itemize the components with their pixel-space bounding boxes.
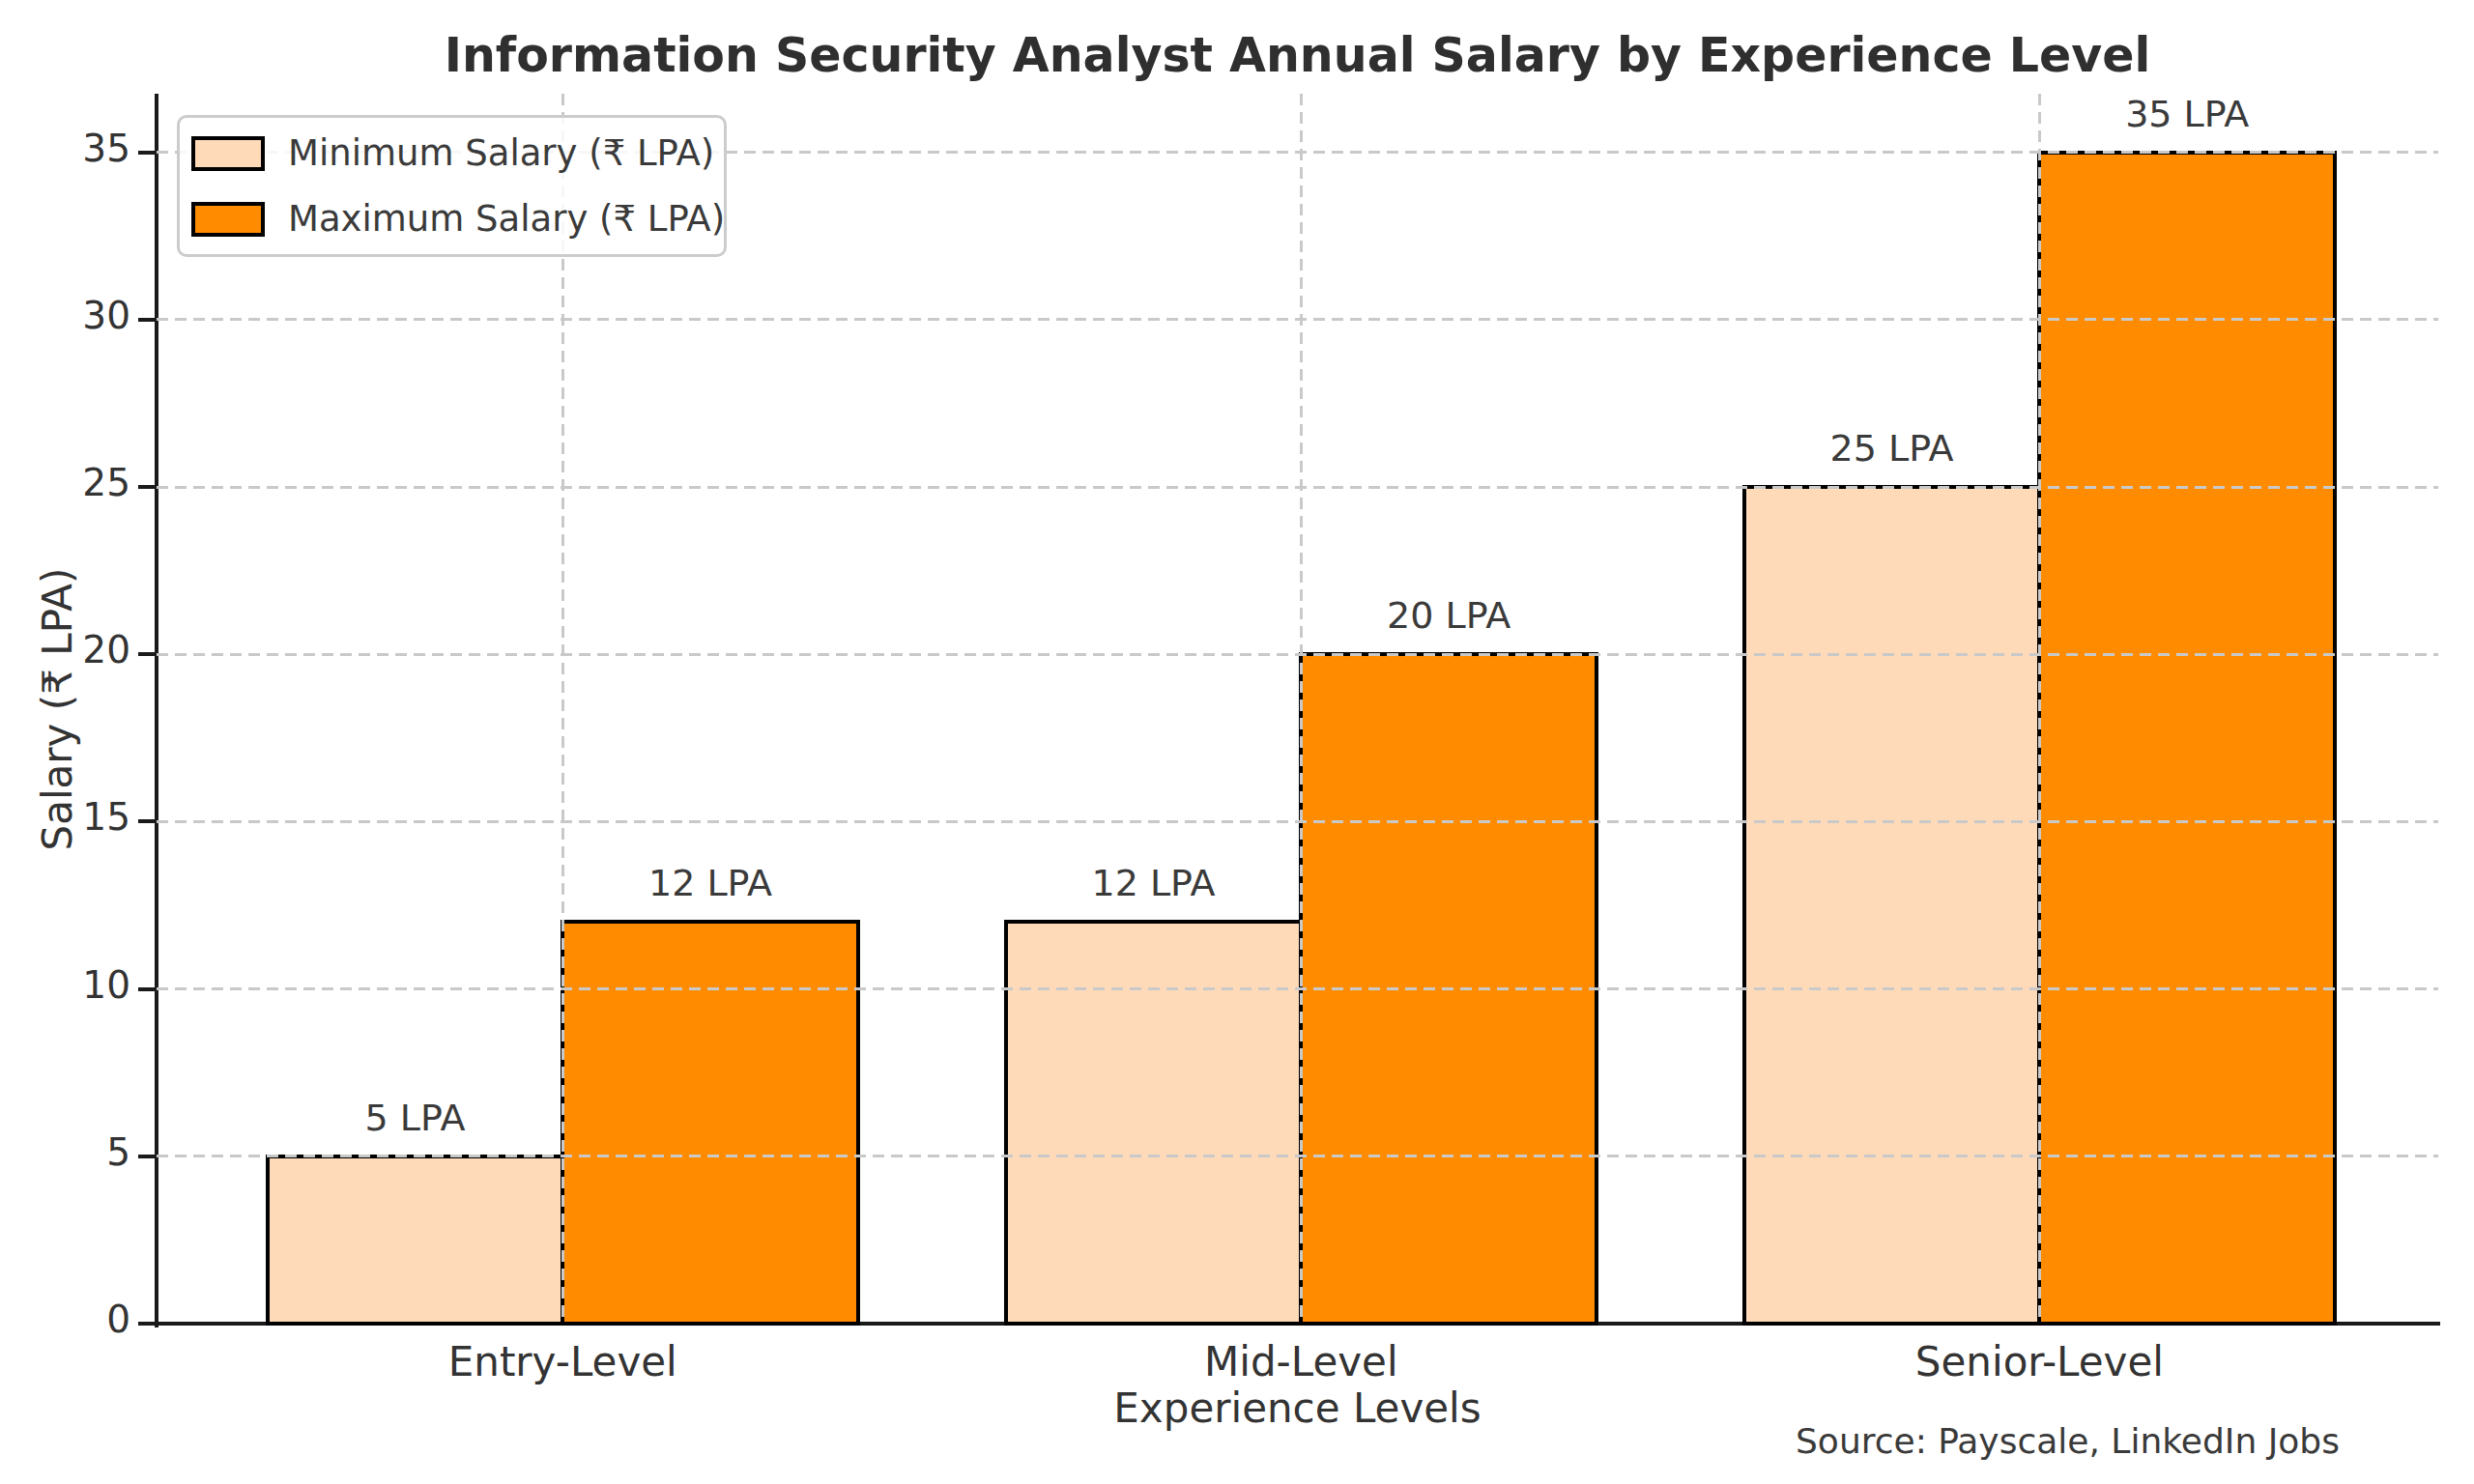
- bar-value-label: 20 LPA: [1304, 594, 1594, 637]
- min-salary-bar-mid-level: [1004, 920, 1302, 1326]
- y-tick-label: 25: [82, 461, 130, 504]
- min-salary-bar-entry-level: [266, 1155, 563, 1326]
- legend-label: Minimum Salary (₹ LPA): [288, 132, 714, 174]
- x-tick-label: Senior-Level: [1749, 1338, 2329, 1385]
- y-tick-mark: [138, 485, 155, 489]
- max-salary-bar-senior-level: [2037, 151, 2337, 1326]
- y-axis-spine: [155, 94, 158, 1327]
- legend-swatch-maximum: [191, 202, 265, 237]
- h-gridline: [157, 820, 2438, 823]
- h-gridline: [157, 1155, 2438, 1157]
- h-gridline: [157, 987, 2438, 990]
- y-tick-label: 30: [82, 294, 130, 337]
- y-tick-mark: [138, 987, 155, 991]
- bar-value-label: 5 LPA: [270, 1097, 560, 1139]
- y-tick-label: 0: [106, 1298, 130, 1341]
- legend-label: Maximum Salary (₹ LPA): [288, 198, 725, 240]
- y-tick-label: 15: [82, 795, 130, 839]
- bar-value-label: 12 LPA: [565, 862, 855, 904]
- y-axis-label: Salary (₹ LPA): [29, 323, 87, 1096]
- x-tick-label: Entry-Level: [273, 1338, 852, 1385]
- y-tick-mark: [138, 151, 155, 155]
- y-tick-label: 5: [106, 1130, 130, 1174]
- min-salary-bar-senior-level: [1742, 485, 2040, 1326]
- y-tick-label: 10: [82, 963, 130, 1007]
- h-gridline: [157, 318, 2438, 321]
- y-tick-mark: [138, 819, 155, 823]
- legend-item: Minimum Salary (₹ LPA): [191, 132, 712, 174]
- y-tick-mark: [138, 318, 155, 322]
- bar-value-label: 35 LPA: [2042, 93, 2332, 135]
- legend: Minimum Salary (₹ LPA) Maximum Salary (₹ …: [177, 115, 727, 257]
- y-tick-mark: [138, 1155, 155, 1158]
- legend-swatch-minimum: [191, 136, 265, 171]
- y-tick-mark: [138, 1322, 155, 1326]
- v-gridline: [1300, 94, 1303, 1324]
- salary-bar-chart: Information Security Analyst Annual Sala…: [0, 0, 2474, 1484]
- h-gridline: [157, 486, 2438, 489]
- x-tick-label: Mid-Level: [1011, 1338, 1591, 1385]
- y-tick-label: 20: [82, 628, 130, 671]
- v-gridline: [2038, 94, 2041, 1324]
- source-note: Source: Payscale, LinkedIn Jobs: [1796, 1421, 2340, 1461]
- bar-value-label: 12 LPA: [1009, 862, 1299, 904]
- h-gridline: [157, 653, 2438, 656]
- chart-title: Information Security Analyst Annual Sala…: [157, 28, 2438, 83]
- y-tick-mark: [138, 652, 155, 656]
- max-salary-bar-entry-level: [561, 920, 860, 1326]
- y-tick-label: 35: [82, 127, 130, 170]
- v-gridline: [561, 94, 564, 1324]
- bar-value-label: 25 LPA: [1747, 427, 2037, 470]
- legend-item: Maximum Salary (₹ LPA): [191, 198, 712, 240]
